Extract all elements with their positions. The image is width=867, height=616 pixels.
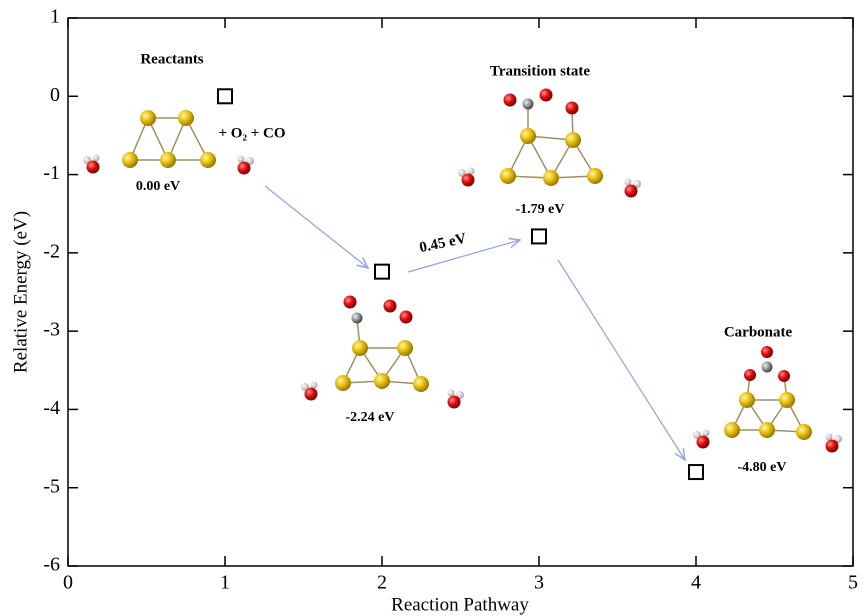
value-label: 0.00 eV [136, 179, 180, 194]
atom [383, 299, 397, 313]
x-tick-label: 2 [377, 572, 387, 594]
arrow [264, 185, 368, 268]
annotation: Carbonate [724, 324, 793, 340]
arrow [557, 259, 685, 460]
atom [500, 168, 516, 184]
data-point [217, 88, 233, 105]
atom [92, 154, 100, 162]
y-tick-label: -5 [43, 475, 60, 497]
atom [702, 429, 710, 437]
atom [796, 424, 812, 440]
atom [624, 178, 632, 186]
annotation: Transition state [490, 63, 590, 79]
value-label: -1.79 eV [516, 202, 565, 217]
atom [160, 152, 176, 168]
atom [122, 152, 138, 168]
atom [761, 346, 773, 358]
atom [399, 310, 413, 324]
x-tick-label: 1 [220, 572, 230, 594]
x-tick-label: 0 [63, 572, 73, 594]
value-label: -2.24 eV [346, 410, 395, 425]
molecule-illustrations [83, 88, 842, 461]
atom [565, 132, 581, 148]
atom [413, 376, 429, 392]
atom [520, 128, 536, 144]
y-tick-label: -3 [43, 319, 60, 341]
y-tick-label: 0 [50, 84, 60, 106]
atom [310, 381, 318, 389]
y-tick-label: -1 [43, 162, 60, 184]
atom [825, 433, 833, 441]
atom [374, 373, 390, 389]
atom [759, 422, 775, 438]
atom [461, 173, 475, 187]
atom [397, 340, 413, 356]
atom [304, 387, 318, 401]
atom [447, 395, 461, 409]
atom [343, 295, 357, 309]
atom [178, 110, 194, 126]
atom [724, 422, 740, 438]
atom [539, 88, 553, 102]
y-tick-label: 1 [50, 6, 60, 28]
atom [744, 369, 756, 381]
atom [200, 152, 216, 168]
annotation: + O₂ + CO [218, 125, 285, 141]
atom [739, 392, 755, 408]
atom [140, 110, 156, 126]
atom [237, 155, 245, 163]
x-tick-label: 4 [691, 572, 701, 594]
atom [351, 312, 363, 324]
atom [467, 167, 475, 175]
atom [352, 340, 368, 356]
data-point [688, 464, 704, 481]
atom [779, 392, 795, 408]
y-axis-label: Relative Energy (eV) [10, 211, 31, 373]
value-label: -4.80 eV [738, 460, 787, 475]
y-tick-label: -2 [43, 240, 60, 262]
annotation: Reactants [140, 51, 203, 67]
x-tick-label: 5 [848, 572, 858, 594]
atom [696, 435, 710, 449]
arrow [407, 240, 520, 273]
y-tick-label: -4 [43, 397, 60, 419]
atom [335, 375, 351, 391]
data-point [531, 228, 547, 245]
x-axis-label: Reaction Pathway [391, 594, 529, 615]
data-point [374, 263, 390, 280]
atom [237, 161, 251, 175]
atom [565, 101, 579, 115]
atom [624, 184, 638, 198]
x-tick-label: 3 [534, 572, 544, 594]
atom [503, 93, 517, 107]
atom [587, 168, 603, 184]
annotation: 0.45 eV [418, 231, 468, 257]
atom [778, 370, 790, 382]
atom [825, 439, 839, 453]
atom [447, 389, 455, 397]
plot-frame [67, 17, 854, 567]
atom [522, 98, 534, 110]
y-tick-label: -6 [43, 554, 60, 576]
atom [761, 361, 773, 373]
atom [86, 160, 100, 174]
atom [543, 170, 559, 186]
